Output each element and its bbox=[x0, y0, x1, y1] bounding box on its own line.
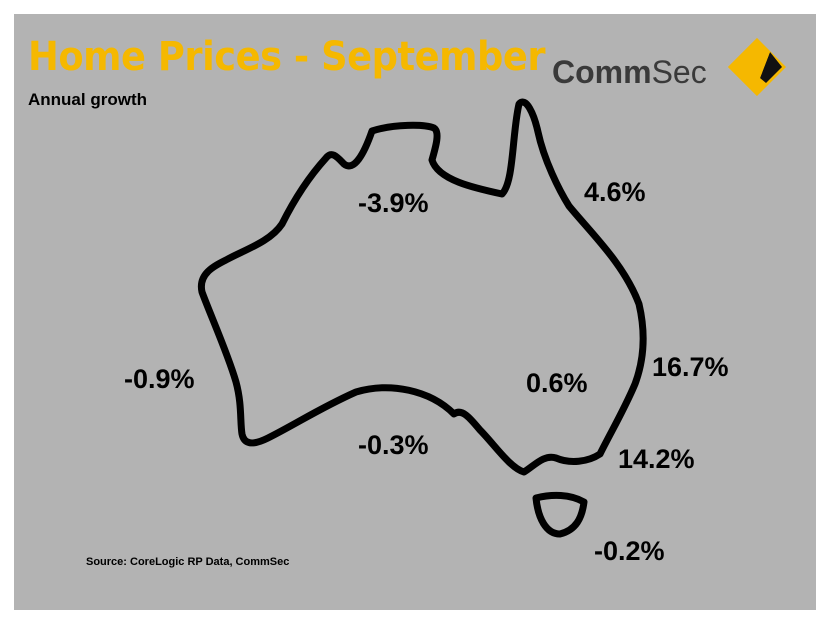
brand-name-bold: Comm bbox=[552, 54, 652, 90]
state-value-nsw-north: 16.7% bbox=[652, 352, 729, 382]
state-value-tas: -0.2% bbox=[594, 536, 665, 566]
page-title: Home Prices - September bbox=[28, 34, 546, 80]
state-value-nsw-south: 14.2% bbox=[618, 444, 695, 474]
brand-name-light: Sec bbox=[651, 54, 707, 90]
source-note: Source: CoreLogic RP Data, CommSec bbox=[86, 556, 290, 568]
state-value-nt: -3.9% bbox=[358, 188, 429, 218]
state-value-wa: -0.9% bbox=[124, 364, 195, 394]
subtitle: Annual growth bbox=[28, 90, 147, 109]
chart-panel: Home Prices - September Annual growth Co… bbox=[14, 14, 816, 610]
state-value-sa: -0.3% bbox=[358, 430, 429, 460]
commsec-diamond-icon bbox=[728, 38, 786, 96]
state-value-qld: 4.6% bbox=[584, 177, 646, 207]
brand-name: CommSec bbox=[552, 54, 707, 91]
australia-map bbox=[197, 98, 647, 538]
state-value-act: 0.6% bbox=[526, 368, 588, 398]
mainland-outline bbox=[197, 98, 647, 476]
tasmania-outline bbox=[532, 491, 588, 538]
